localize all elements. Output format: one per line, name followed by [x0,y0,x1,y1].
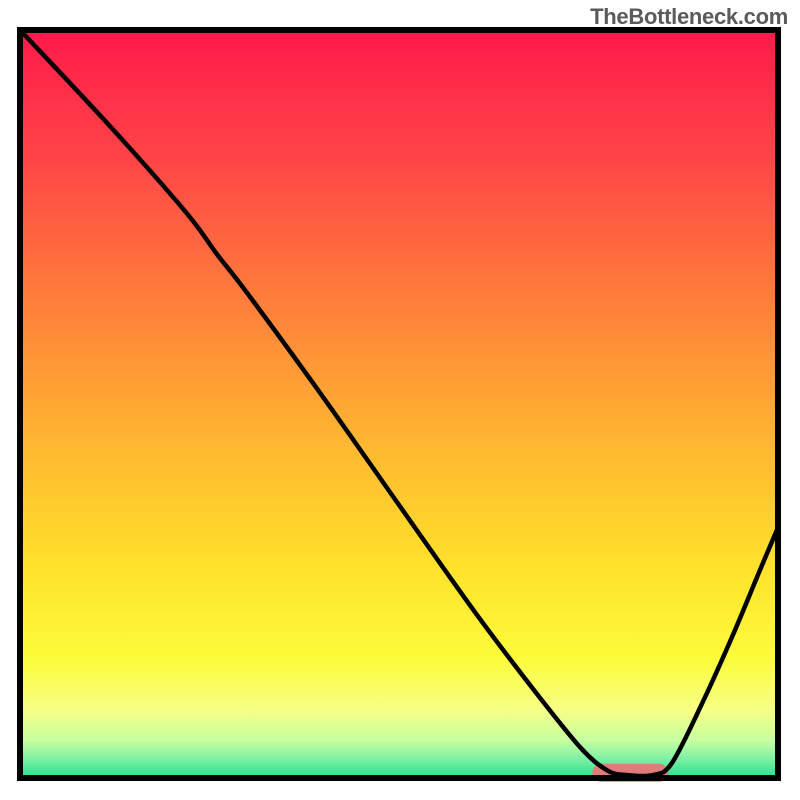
plot-group [20,30,778,782]
watermark-text: TheBottleneck.com [590,4,788,30]
plot-background [20,30,778,778]
chart-container: TheBottleneck.com [0,0,800,800]
chart-svg [0,0,800,800]
